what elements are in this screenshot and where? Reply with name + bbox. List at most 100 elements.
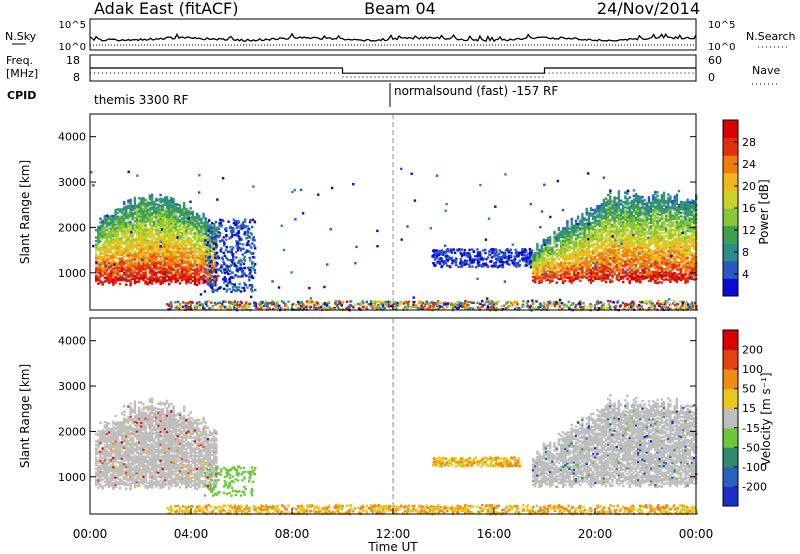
range-gate-cell bbox=[210, 229, 214, 233]
range-gate-cell bbox=[103, 233, 106, 236]
nave-tick-bottom: 0 bbox=[708, 71, 715, 84]
range-gate-cell bbox=[534, 277, 537, 280]
range-gate-cell bbox=[185, 278, 188, 281]
range-gate-cell bbox=[602, 242, 606, 245]
range-gate-cell bbox=[206, 266, 210, 269]
range-gate-cell bbox=[215, 262, 218, 265]
range-gate-cell bbox=[165, 215, 169, 219]
range-gate-cell bbox=[675, 240, 679, 244]
range-gate-cell bbox=[576, 242, 580, 246]
range-gate-cell bbox=[680, 275, 683, 278]
range-gate-cell bbox=[231, 285, 235, 289]
range-gate-cell bbox=[191, 276, 194, 279]
range-gate-cell bbox=[110, 269, 113, 272]
range-gate-cell bbox=[135, 224, 139, 227]
range-gate-cell bbox=[647, 261, 651, 264]
range-gate-cell bbox=[243, 266, 247, 270]
range-gate-cell bbox=[643, 239, 646, 242]
range-gate-cell bbox=[165, 244, 169, 248]
range-gate-cell bbox=[223, 276, 226, 279]
range-gate-cell bbox=[641, 201, 644, 204]
range-gate-cell bbox=[172, 239, 175, 242]
range-gate-cell bbox=[549, 274, 552, 277]
range-gate-cell bbox=[600, 226, 603, 230]
range-gate-cell bbox=[557, 237, 560, 241]
range-gate-cell bbox=[619, 275, 623, 279]
range-gate-cell bbox=[641, 217, 644, 221]
range-gate-cell bbox=[581, 265, 584, 268]
range-gate-cell bbox=[579, 236, 582, 239]
range-gate-cell bbox=[482, 249, 485, 252]
range-gate-cell bbox=[110, 242, 113, 245]
range-gate-cell bbox=[229, 264, 233, 267]
range-gate-cell bbox=[209, 270, 212, 273]
range-gate-cell bbox=[159, 251, 162, 255]
range-gate-cell bbox=[534, 268, 537, 271]
range-gate-cell bbox=[658, 253, 661, 257]
range-gate-cell bbox=[236, 241, 239, 245]
range-gate-cell bbox=[594, 243, 597, 246]
range-gate-cell bbox=[103, 218, 106, 221]
range-gate-cell bbox=[204, 217, 207, 220]
range-gate-cell bbox=[604, 211, 608, 215]
range-gate-cell bbox=[125, 249, 128, 252]
range-gate-cell bbox=[624, 209, 627, 213]
range-gate-cell bbox=[649, 237, 653, 241]
range-gate-cell bbox=[624, 255, 627, 258]
range-gate-cell bbox=[144, 202, 147, 205]
range-gate-cell bbox=[619, 246, 623, 250]
range-gate-cell bbox=[667, 209, 670, 213]
range-gate-cell bbox=[183, 209, 186, 212]
range-gate-cell bbox=[131, 234, 134, 237]
range-gate-cell bbox=[568, 258, 571, 261]
range-gate-cell bbox=[594, 223, 597, 226]
range-gate-cell bbox=[101, 234, 104, 237]
range-gate-cell bbox=[652, 270, 655, 273]
range-gate-cell bbox=[157, 229, 160, 232]
range-gate-cell bbox=[557, 232, 560, 235]
range-gate-cell bbox=[468, 248, 471, 252]
range-gate-cell bbox=[193, 272, 197, 275]
range-gate-cell bbox=[570, 227, 573, 230]
range-gate-cell bbox=[101, 256, 104, 259]
range-gate-cell bbox=[213, 228, 216, 231]
range-gate-cell bbox=[645, 232, 648, 236]
range-gate-cell bbox=[200, 219, 203, 223]
range-gate-cell bbox=[155, 266, 158, 270]
range-gate-cell bbox=[97, 264, 100, 267]
range-gate-cell bbox=[611, 245, 614, 249]
range-gate-cell bbox=[250, 266, 254, 269]
range-gate-cell bbox=[607, 273, 610, 277]
range-gate-cell bbox=[433, 252, 436, 255]
range-gate-cell bbox=[251, 290, 254, 293]
range-gate-cell bbox=[224, 279, 227, 283]
range-gate-cell bbox=[142, 257, 145, 260]
range-gate-cell bbox=[131, 246, 134, 250]
range-gate-cell bbox=[163, 198, 167, 201]
range-gate-cell bbox=[467, 253, 470, 256]
range-gate-cell bbox=[144, 211, 147, 214]
range-gate-cell bbox=[622, 221, 625, 224]
range-gate-cell bbox=[118, 257, 122, 260]
range-gate-cell bbox=[600, 215, 603, 219]
range-gate-cell bbox=[680, 224, 683, 227]
range-gate-cell bbox=[159, 197, 162, 200]
range-gate-cell bbox=[662, 258, 666, 262]
range-gate-cell bbox=[209, 281, 212, 284]
range-gate-cell bbox=[131, 217, 134, 221]
range-gate-cell bbox=[673, 237, 676, 240]
range-gate-cell bbox=[656, 241, 659, 245]
range-gate-cell bbox=[146, 208, 149, 211]
range-gate-cell bbox=[505, 260, 508, 264]
range-gate-cell bbox=[208, 273, 212, 276]
range-gate-cell bbox=[174, 271, 177, 275]
range-gate-cell bbox=[200, 277, 203, 281]
range-gate-cell bbox=[191, 245, 194, 248]
range-gate-cell bbox=[185, 262, 188, 265]
range-gate-cell bbox=[159, 246, 162, 249]
range-gate-cell bbox=[222, 267, 225, 271]
range-gate-cell bbox=[607, 261, 610, 264]
range-gate-cell bbox=[652, 241, 655, 244]
range-gate-cell bbox=[656, 247, 659, 250]
range-gate-cell bbox=[159, 201, 162, 204]
